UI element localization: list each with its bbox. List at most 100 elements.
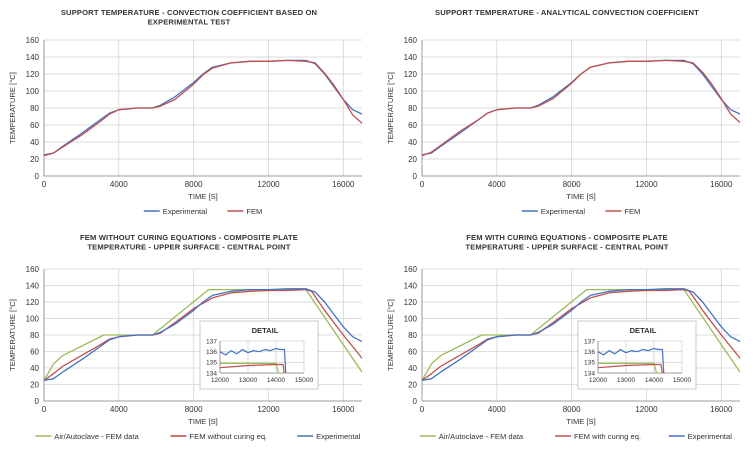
detail-series-line-experimental bbox=[598, 347, 665, 373]
y-tick-label: 140 bbox=[26, 282, 40, 291]
chart-title: TEMPERATURE - UPPER SURFACE - CENTRAL PO… bbox=[465, 243, 668, 252]
x-tick-label: 4000 bbox=[110, 405, 128, 414]
legend-label: Experimental bbox=[316, 432, 361, 441]
chart-title: SUPPORT TEMPERATURE - CONVECTION COEFFIC… bbox=[61, 8, 317, 17]
detail-x-tick-label: 14000 bbox=[645, 377, 664, 384]
x-axis-label: TIME [S] bbox=[566, 417, 596, 426]
legend-label: Air/Autoclave - FEM data bbox=[54, 432, 139, 441]
x-tick-label: 12000 bbox=[257, 180, 280, 189]
detail-series-line-experimental bbox=[220, 347, 287, 373]
series-group bbox=[422, 288, 740, 382]
series-line-fem bbox=[422, 59, 740, 157]
series-line-fem bbox=[44, 59, 362, 157]
detail-y-tick-label: 136 bbox=[206, 349, 217, 356]
detail-x-tick-label: 12000 bbox=[211, 377, 230, 384]
detail-y-tick-label: 137 bbox=[584, 338, 595, 345]
legend-item: FEM bbox=[605, 207, 640, 216]
detail-inset: DETAIL 134 135 136 137 12000 13000 14000 15000 bbox=[577, 320, 697, 390]
legend-label: Air/Autoclave - FEM data bbox=[439, 432, 524, 441]
y-tick-label: 160 bbox=[404, 36, 418, 45]
legend-item: Air/Autoclave - FEM data bbox=[419, 432, 524, 441]
detail-series-line-air-autoclave-fem-data bbox=[220, 362, 280, 373]
y-tick-label: 120 bbox=[404, 298, 418, 307]
chart-panel-3: FEM WITHOUT CURING EQUATIONS - COMPOSITE… bbox=[0, 225, 378, 450]
detail-inset: DETAIL 134 135 136 137 12000 13000 14000 15000 bbox=[199, 320, 319, 390]
legend-label: FEM bbox=[246, 207, 262, 216]
series-group bbox=[422, 59, 740, 157]
y-tick-label: 160 bbox=[404, 265, 418, 274]
y-tick-label: 140 bbox=[404, 53, 418, 62]
series-group bbox=[44, 288, 362, 382]
detail-y-tick-label: 135 bbox=[206, 360, 217, 367]
y-tick-label: 80 bbox=[30, 104, 39, 113]
y-tick-label: 60 bbox=[408, 348, 417, 357]
y-tick-label: 60 bbox=[30, 121, 39, 130]
detail-title: DETAIL bbox=[252, 326, 279, 335]
y-tick-label: 0 bbox=[35, 172, 40, 181]
y-tick-label: 120 bbox=[26, 70, 40, 79]
x-tick-label: 16000 bbox=[332, 180, 355, 189]
y-tick-label: 80 bbox=[408, 331, 417, 340]
detail-x-tick-label: 12000 bbox=[589, 377, 608, 384]
y-tick-label: 40 bbox=[30, 138, 39, 147]
legend-label: Experimental bbox=[541, 207, 586, 216]
y-axis-label: TEMPERATURE [°C] bbox=[386, 299, 395, 371]
y-tick-label: 160 bbox=[26, 36, 40, 45]
detail-series-line-air-autoclave-fem-data bbox=[598, 362, 658, 373]
y-tick-label: 80 bbox=[408, 104, 417, 113]
y-tick-label: 0 bbox=[35, 397, 40, 406]
y-tick-label: 0 bbox=[413, 397, 418, 406]
x-tick-label: 0 bbox=[42, 180, 47, 189]
y-tick-label: 120 bbox=[26, 298, 40, 307]
y-axis-label: TEMPERATURE [°C] bbox=[8, 299, 17, 371]
x-tick-label: 4000 bbox=[488, 405, 506, 414]
y-tick-label: 140 bbox=[26, 53, 40, 62]
x-tick-label: 8000 bbox=[563, 180, 581, 189]
x-tick-label: 12000 bbox=[635, 405, 658, 414]
y-tick-label: 60 bbox=[408, 121, 417, 130]
x-tick-label: 8000 bbox=[185, 180, 203, 189]
series-group bbox=[44, 59, 362, 157]
legend-item: Experimental bbox=[668, 432, 733, 441]
detail-series-line-fem-with-curing-eq bbox=[598, 363, 663, 373]
legend-label: Experimental bbox=[163, 207, 208, 216]
chart-title: FEM WITHOUT CURING EQUATIONS - COMPOSITE… bbox=[80, 233, 298, 242]
y-axis-label: TEMPERATURE [°C] bbox=[386, 72, 395, 144]
y-tick-label: 100 bbox=[26, 315, 40, 324]
chart-panel-2: SUPPORT TEMPERATURE - ANALYTICAL CONVECT… bbox=[378, 0, 756, 225]
legend-label: Experimental bbox=[688, 432, 733, 441]
detail-x-tick-label: 14000 bbox=[267, 377, 286, 384]
y-tick-label: 100 bbox=[404, 315, 418, 324]
chart-panel-1: SUPPORT TEMPERATURE - CONVECTION COEFFIC… bbox=[0, 0, 378, 225]
x-tick-label: 4000 bbox=[488, 180, 506, 189]
detail-series-line-fem-without-curing-eq bbox=[220, 363, 285, 373]
x-tick-label: 0 bbox=[420, 405, 425, 414]
legend-item: Experimental bbox=[521, 207, 586, 216]
x-tick-label: 12000 bbox=[635, 180, 658, 189]
x-tick-label: 12000 bbox=[257, 405, 280, 414]
chart-title: TEMPERATURE - UPPER SURFACE - CENTRAL PO… bbox=[87, 243, 290, 252]
x-tick-label: 8000 bbox=[185, 405, 203, 414]
x-tick-label: 8000 bbox=[563, 405, 581, 414]
x-axis-label: TIME [S] bbox=[188, 192, 218, 201]
x-tick-label: 16000 bbox=[710, 405, 733, 414]
detail-y-tick-label: 134 bbox=[206, 370, 217, 377]
legend-item: FEM bbox=[227, 207, 262, 216]
legend-item: Experimental bbox=[143, 207, 208, 216]
chart-title: FEM WITH CURING EQUATIONS - COMPOSITE PL… bbox=[466, 233, 668, 242]
chart-panel-4: FEM WITH CURING EQUATIONS - COMPOSITE PL… bbox=[378, 225, 756, 450]
legend-label: FEM bbox=[624, 207, 640, 216]
y-tick-label: 40 bbox=[30, 364, 39, 373]
legend-item: FEM with curing eq. bbox=[554, 432, 641, 441]
y-tick-label: 20 bbox=[30, 155, 39, 164]
detail-y-tick-label: 136 bbox=[584, 349, 595, 356]
detail-y-tick-label: 134 bbox=[584, 370, 595, 377]
x-axis-label: TIME [S] bbox=[566, 192, 596, 201]
detail-x-tick-label: 13000 bbox=[239, 377, 258, 384]
detail-title: DETAIL bbox=[630, 326, 657, 335]
legend-item: Air/Autoclave - FEM data bbox=[35, 432, 139, 441]
series-line-air-autoclave-fem-data bbox=[44, 288, 362, 382]
y-tick-label: 140 bbox=[404, 282, 418, 291]
series-line-experimental bbox=[44, 288, 362, 382]
detail-y-tick-label: 137 bbox=[206, 338, 217, 345]
